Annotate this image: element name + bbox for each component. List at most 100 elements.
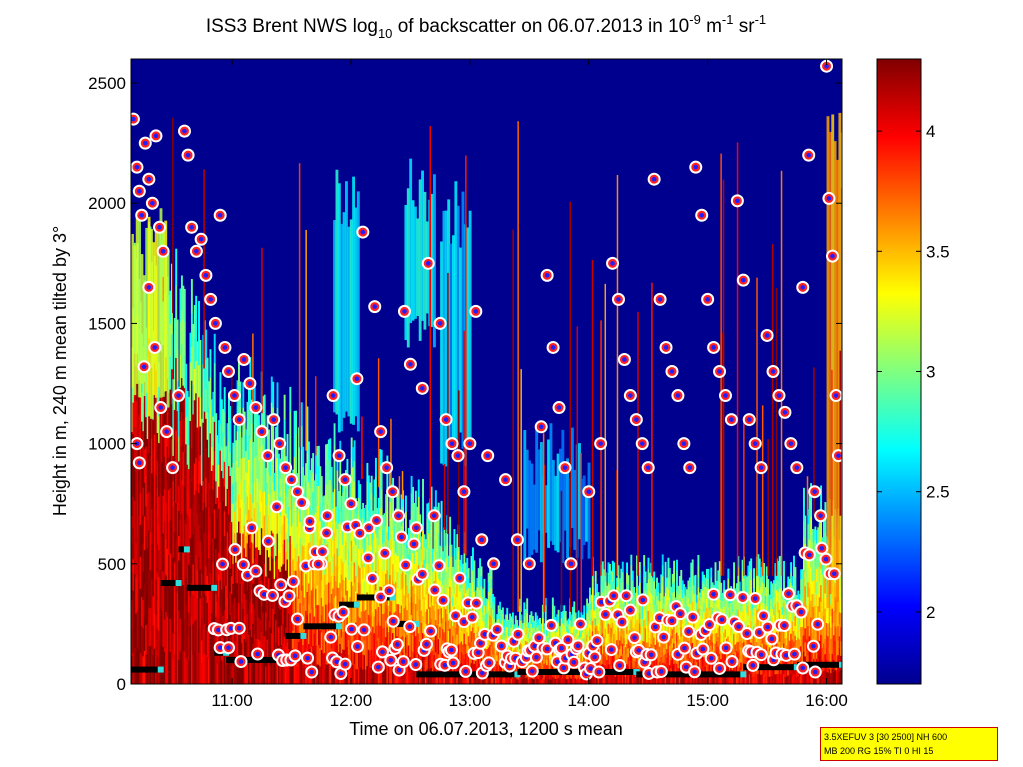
cloud-marker — [644, 648, 658, 662]
cloud-marker — [237, 352, 251, 366]
cloud-marker — [811, 617, 825, 631]
cloud-marker — [707, 587, 721, 601]
cloud-marker — [154, 401, 168, 415]
cloud-marker — [732, 620, 746, 634]
cloud-marker — [814, 509, 828, 523]
cloud-marker — [469, 596, 483, 610]
cloud-marker — [730, 194, 744, 208]
cloud-marker — [529, 650, 543, 664]
cloud-marker — [766, 365, 780, 378]
cloud-marker — [715, 613, 729, 627]
cloud-marker — [490, 622, 504, 636]
cloud-marker — [765, 632, 779, 646]
cloud-marker — [234, 655, 248, 669]
cloud-marker — [356, 225, 370, 239]
cloud-marker — [611, 292, 625, 306]
cloud-marker — [796, 280, 810, 294]
cloud-marker — [221, 365, 235, 378]
cloud-marker — [629, 413, 643, 427]
cloud-marker — [409, 658, 423, 672]
cloud-marker — [145, 196, 159, 210]
cloud-marker — [421, 256, 435, 270]
x-tick-label: 16:00 — [805, 691, 848, 710]
cloud-marker — [185, 220, 199, 234]
cloud-marker — [701, 292, 715, 306]
cloud-marker — [615, 615, 629, 629]
cloud-marker — [243, 377, 257, 391]
cloud-marker — [261, 534, 275, 548]
x-tick-label: 13:00 — [449, 691, 492, 710]
colorbar — [876, 58, 922, 685]
chart-title: ISS3 Brent NWS log10 of backscatter on 0… — [206, 12, 766, 41]
cloud-marker — [213, 208, 227, 222]
cloud-marker — [392, 509, 406, 523]
cloud-marker — [725, 655, 739, 669]
cloud-marker — [407, 537, 421, 551]
cloud-marker — [409, 521, 423, 535]
cloud-marker — [160, 425, 174, 439]
cloud-marker — [399, 558, 413, 572]
cloud-marker — [232, 621, 246, 635]
cloud-marker — [713, 661, 727, 675]
cloud-marker — [378, 546, 392, 560]
cloud-marker — [274, 578, 288, 592]
cloud-marker — [301, 651, 315, 665]
cloud-marker — [534, 420, 548, 434]
cloud-marker — [403, 620, 417, 634]
cloud-marker — [677, 437, 691, 451]
cloud-marker — [315, 545, 329, 559]
cloud-marker — [138, 136, 152, 150]
cloud-marker — [137, 360, 151, 374]
info-line-1: 3.5XEFUV 3 [30 2500] NH 600 — [824, 732, 948, 742]
cloud-marker — [415, 567, 429, 581]
cloud-marker — [723, 588, 737, 602]
cloud-marker — [132, 184, 146, 198]
cloud-marker — [748, 437, 762, 451]
cloud-marker — [689, 160, 703, 174]
cloud-marker — [794, 605, 808, 619]
cloud-marker — [446, 656, 460, 670]
cloud-marker — [218, 340, 232, 354]
cloud-marker — [208, 316, 222, 330]
cloud-marker — [396, 655, 410, 669]
cloud-marker — [827, 567, 841, 581]
cloud-marker — [719, 641, 733, 655]
mixing-layer-node — [839, 661, 842, 668]
cloud-marker — [590, 634, 604, 648]
cloud-marker — [558, 461, 572, 475]
cloud-marker — [344, 497, 358, 511]
cloud-marker — [249, 564, 263, 578]
cloud-marker — [757, 609, 771, 623]
cloud-marker — [390, 637, 404, 651]
cloud-marker — [677, 641, 691, 655]
cloud-marker — [221, 641, 235, 655]
cloud-marker — [761, 620, 775, 634]
cloud-marker — [573, 617, 587, 631]
cloud-marker — [368, 300, 382, 314]
cloud-marker — [592, 665, 606, 679]
mixing-layer-node — [157, 666, 164, 673]
cloud-marker — [245, 521, 259, 535]
cloud-marker — [695, 208, 709, 222]
cloud-marker — [718, 389, 732, 403]
x-axis-label: Time on 06.07.2013, 1200 s mean — [349, 719, 623, 739]
cloud-marker — [511, 627, 525, 641]
cloud-marker — [249, 401, 263, 415]
cloud-marker — [370, 513, 384, 527]
cloud-marker — [311, 557, 325, 571]
cloud-marker — [436, 593, 450, 607]
cloud-marker — [142, 280, 156, 294]
mixing-layer-node — [353, 601, 360, 608]
cloud-marker — [439, 413, 453, 427]
cloud-marker — [688, 665, 702, 679]
cloud-marker — [142, 172, 156, 186]
y-tick-label: 2000 — [88, 194, 126, 213]
cloud-marker — [623, 603, 637, 617]
cloud-marker — [635, 437, 649, 451]
cloud-marker — [463, 437, 477, 451]
cloud-marker — [802, 148, 816, 162]
heatmap-area — [131, 59, 842, 684]
cloud-marker — [156, 244, 170, 258]
cloud-marker — [433, 316, 447, 330]
y-tick-label: 0 — [117, 675, 126, 694]
